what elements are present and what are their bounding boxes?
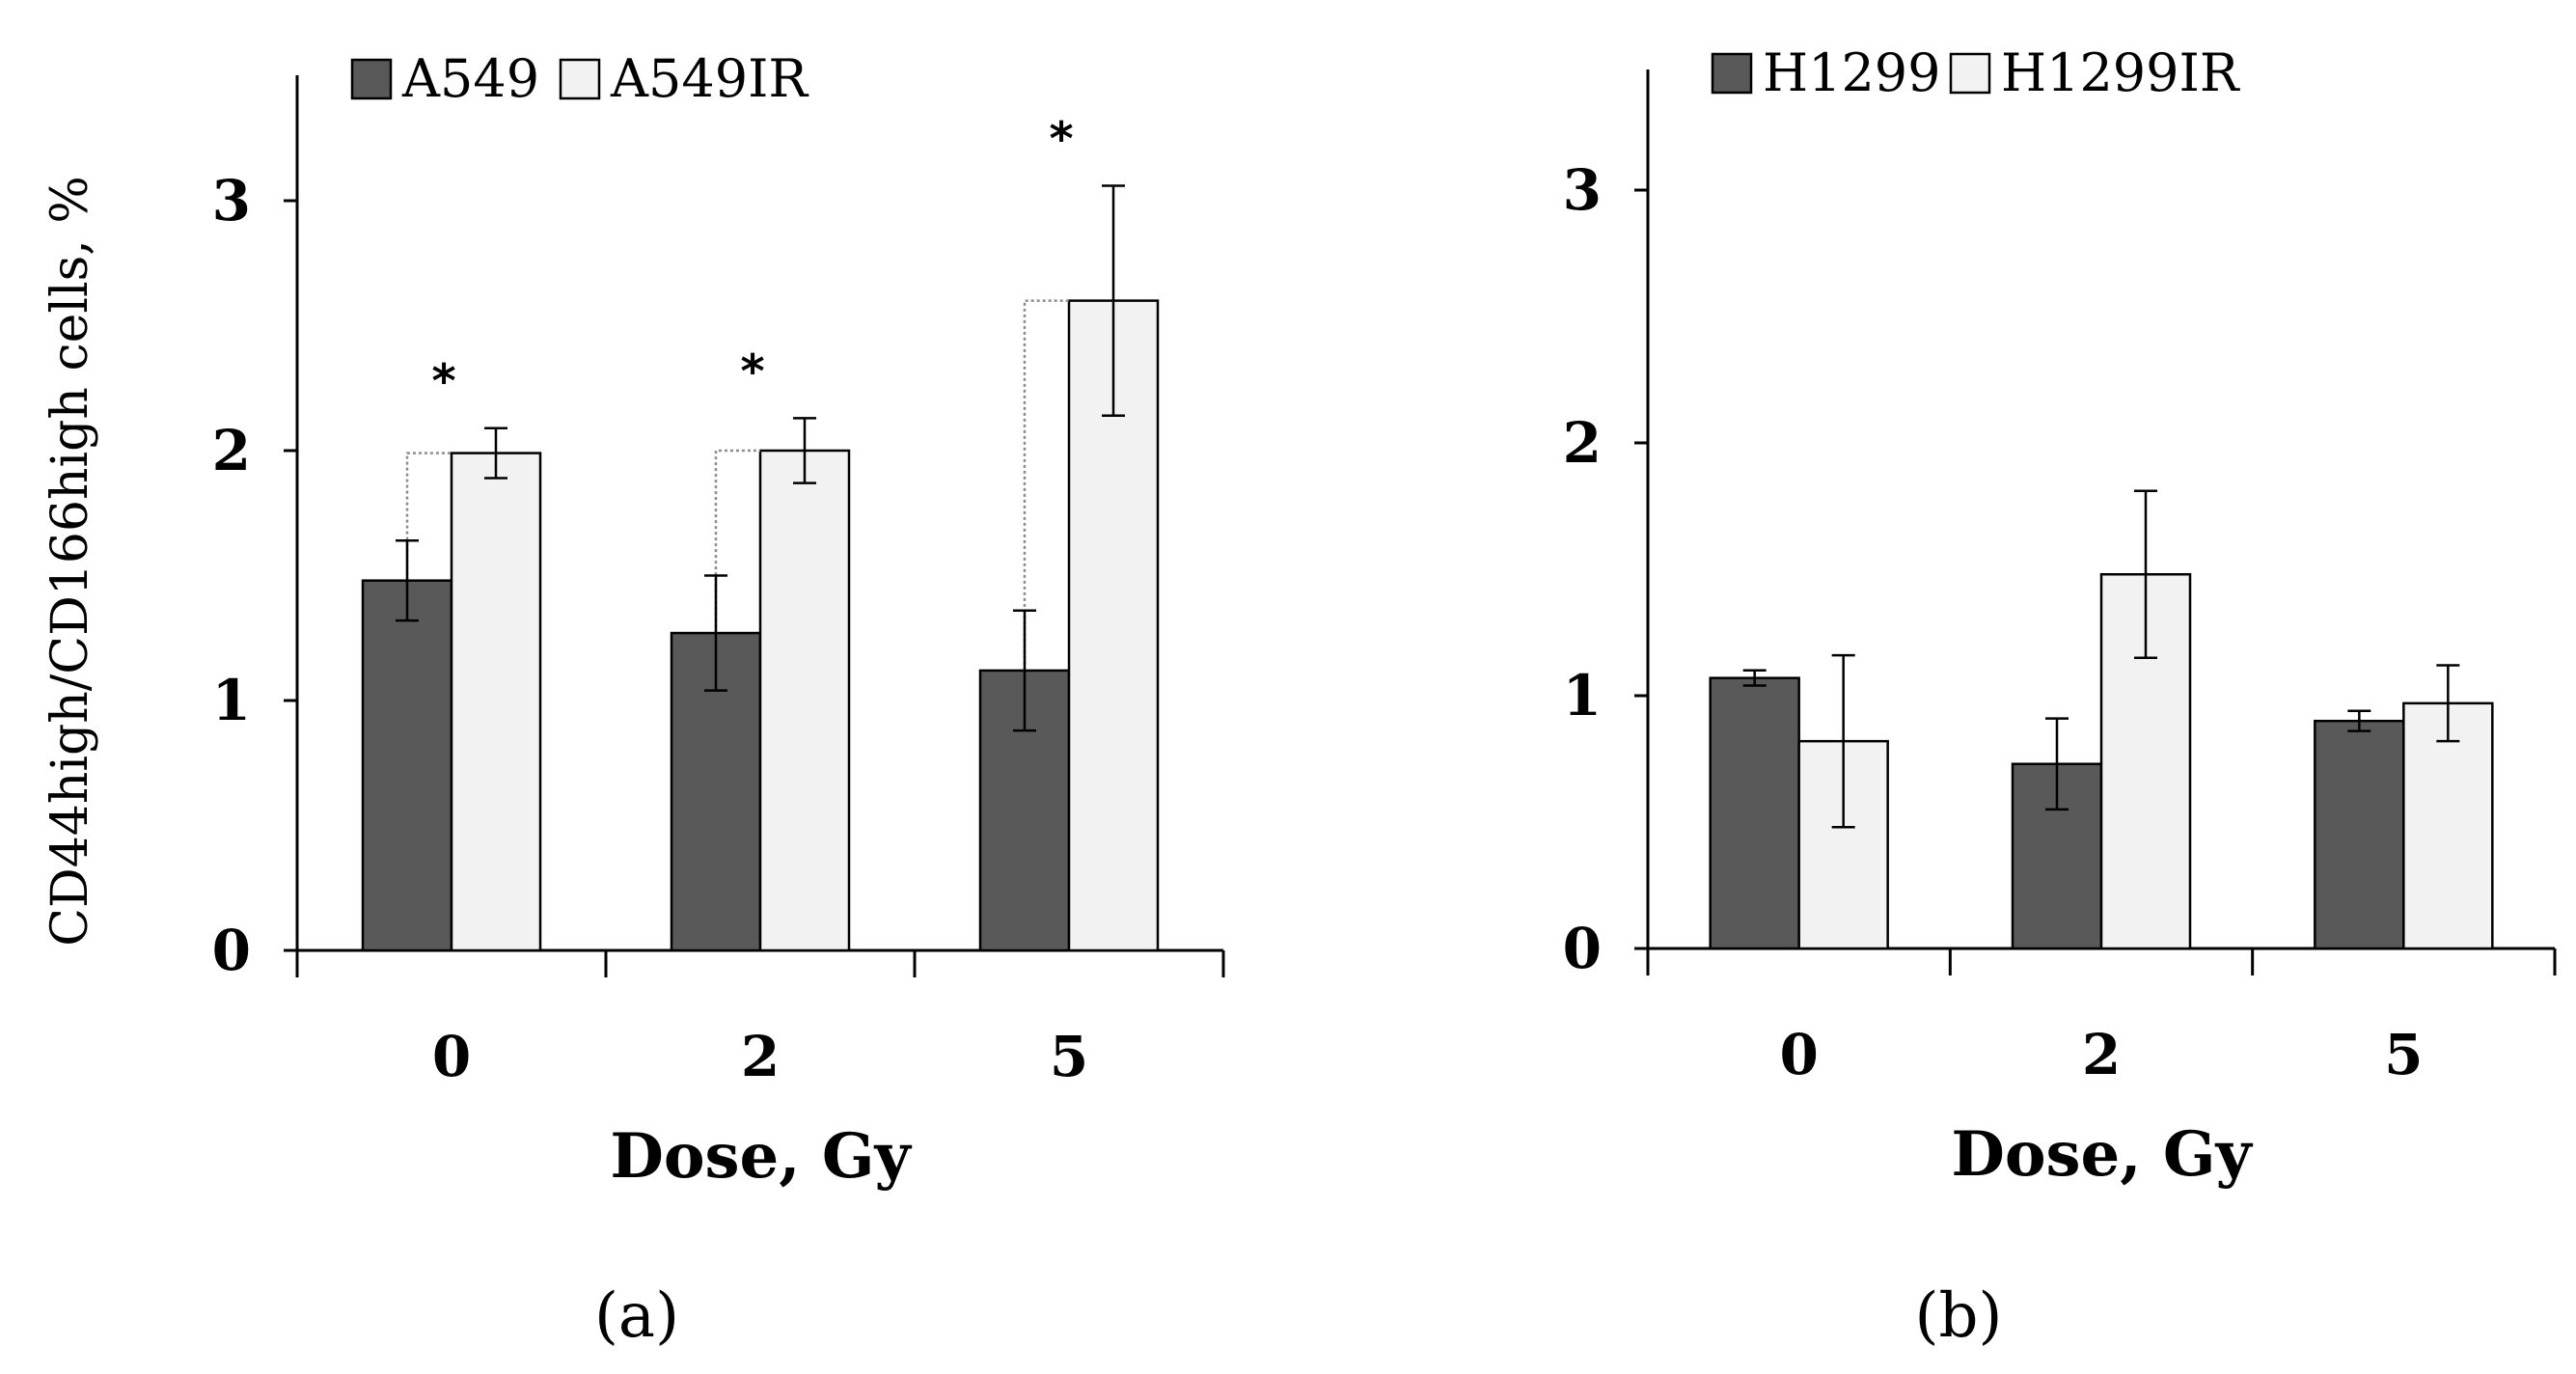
- legend-label-H1299IR: H1299IR: [2001, 42, 2240, 103]
- legend-swatch-A549: [350, 58, 393, 100]
- x-tick-label: 0: [1779, 1022, 1818, 1087]
- x-tick-label: 2: [2082, 1022, 2121, 1087]
- y-tick-label: 1: [1563, 663, 1602, 728]
- y-axis-title: CD44high/CD166high cells, %: [41, 176, 99, 947]
- x-axis-title: Dose, Gy: [610, 1120, 912, 1193]
- legend-swatch-A549IR: [559, 58, 601, 100]
- x-tick-label: 2: [741, 1024, 780, 1089]
- significance-star: *: [740, 344, 764, 398]
- panel-label: (b): [1915, 1280, 2003, 1352]
- bar-A549-2: [670, 631, 762, 952]
- significance-star: *: [1049, 112, 1073, 166]
- significance-bracket: [405, 452, 452, 581]
- x-tick-label: 0: [432, 1024, 471, 1089]
- bar-H1299-0: [1709, 676, 1800, 950]
- panel-label: (a): [594, 1280, 679, 1352]
- significance-bracket: [714, 449, 760, 634]
- bar-A549IR-2: [758, 449, 851, 952]
- bar-H1299-5: [2314, 719, 2405, 950]
- chart-panel-a: 0 1 2 3 0 * 2 * 5 * A549 A549IR Dose, Gy CD44high/CD1…: [41, 48, 1225, 1352]
- x-tick-label: 5: [2384, 1022, 2423, 1087]
- bar-A549IR-0: [450, 452, 542, 952]
- significance-star: *: [431, 355, 455, 409]
- bar-A549-0: [361, 579, 453, 952]
- y-tick-label: 3: [212, 168, 251, 234]
- bar-H1299IR-5: [2402, 701, 2494, 950]
- y-tick-label: 0: [212, 918, 251, 983]
- legend-swatch-H1299IR: [1949, 52, 1991, 95]
- legend-label-A549: A549: [401, 48, 539, 109]
- significance-bracket: [1023, 299, 1069, 671]
- y-tick-label: 2: [1563, 410, 1602, 476]
- legend-label-H1299: H1299: [1763, 42, 1941, 103]
- y-tick-label: 0: [1563, 916, 1602, 981]
- y-tick-label: 2: [212, 418, 251, 483]
- y-tick-label: 1: [212, 668, 251, 733]
- legend-swatch-H1299: [1711, 52, 1753, 95]
- x-axis-title: Dose, Gy: [1951, 1118, 2253, 1191]
- x-tick-label: 5: [1050, 1024, 1088, 1089]
- chart-panel-b: 0 1 2 3 0 2 5 H1299 H1299IR Dose, Gy (b): [1563, 42, 2557, 1352]
- legend-label-A549IR: A549IR: [610, 48, 808, 109]
- y-tick-label: 3: [1563, 157, 1602, 223]
